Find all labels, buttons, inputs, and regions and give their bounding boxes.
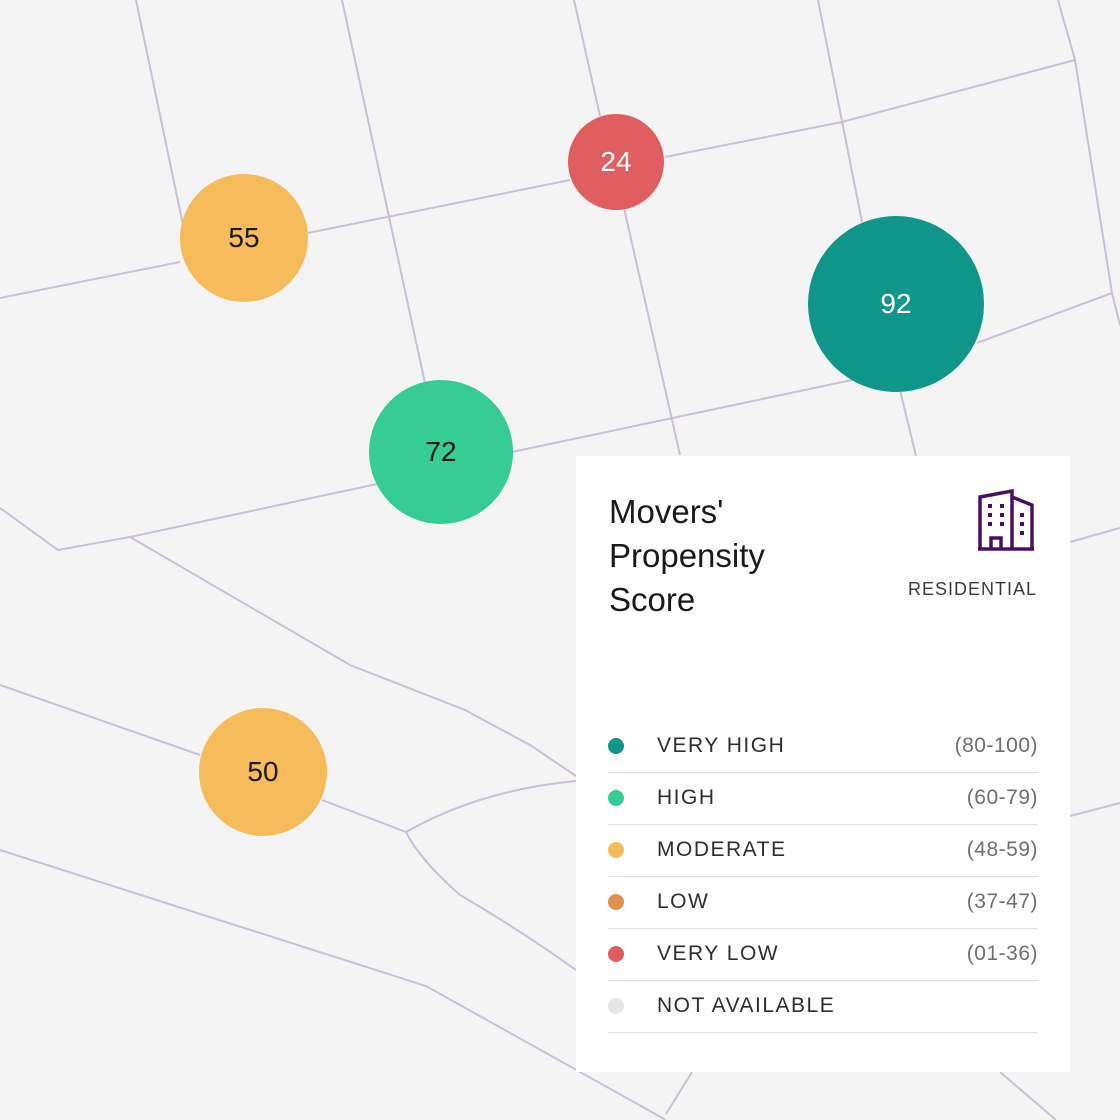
road	[999, 1071, 1057, 1120]
category-label: RESIDENTIAL	[907, 579, 1037, 599]
road	[899, 389, 917, 457]
legend-label: LOW	[657, 890, 710, 913]
legend-range: (37-47)	[966, 890, 1038, 913]
legend-label: HIGH	[657, 786, 716, 809]
road	[0, 261, 181, 299]
road	[0, 849, 667, 1120]
road	[1057, 0, 1120, 326]
legend-label: VERY LOW	[657, 942, 780, 965]
legend-item-moderate: MODERATE (48-59)	[608, 825, 1038, 877]
legend-dot	[608, 738, 624, 754]
score-marker[interactable]: 55	[180, 174, 308, 302]
road	[307, 179, 571, 234]
legend-range: (80-100)	[954, 734, 1038, 757]
legend-dot	[608, 894, 624, 910]
legend-dot	[608, 842, 624, 858]
road	[1069, 802, 1120, 817]
building-icon	[978, 489, 1034, 551]
road	[976, 292, 1113, 344]
score-marker[interactable]: 92	[808, 216, 984, 392]
marker-score: 50	[247, 756, 279, 787]
legend-dot	[608, 998, 624, 1014]
marker-score: 72	[425, 436, 457, 467]
road	[1069, 527, 1120, 543]
title-line: Score	[609, 581, 696, 618]
road	[0, 684, 201, 756]
score-marker[interactable]: 72	[369, 380, 513, 524]
score-marker[interactable]: 50	[199, 708, 327, 836]
road	[341, 0, 426, 384]
legend-range: (01-36)	[966, 942, 1038, 965]
road	[405, 831, 577, 971]
title-line: Propensity	[609, 537, 765, 574]
legend-item-high: HIGH (60-79)	[608, 773, 1038, 825]
road	[573, 0, 601, 117]
road	[664, 59, 1076, 158]
legend-item-very-low: VERY LOW (01-36)	[608, 929, 1038, 981]
panel-title: Movers' Propensity Score	[609, 490, 849, 622]
marker-score: 92	[880, 288, 912, 319]
marker-score: 55	[228, 222, 260, 253]
legend-item-not-available: NOT AVAILABLE	[608, 981, 1038, 1033]
road	[623, 207, 681, 456]
road	[817, 0, 863, 223]
road	[129, 536, 577, 777]
legend-dot	[608, 946, 624, 962]
road	[135, 0, 185, 231]
road	[0, 483, 378, 552]
legend-dot	[608, 790, 624, 806]
title-line: Movers'	[609, 493, 724, 530]
legend-list: VERY HIGH (80-100) HIGH (60-79) MODERATE…	[608, 721, 1038, 1033]
legend-range: (48-59)	[966, 838, 1038, 861]
road	[321, 780, 577, 834]
score-marker[interactable]: 24	[568, 114, 664, 210]
marker-score: 24	[600, 146, 632, 177]
legend-label: MODERATE	[657, 838, 787, 861]
legend-range: (60-79)	[966, 786, 1038, 809]
road	[665, 1071, 693, 1115]
legend-item-low: LOW (37-47)	[608, 877, 1038, 929]
legend-label: NOT AVAILABLE	[657, 994, 836, 1017]
legend-label: VERY HIGH	[657, 734, 786, 757]
legend-panel: Movers' Propensity Score RESIDENTIAL	[576, 456, 1070, 1072]
legend-item-very-high: VERY HIGH (80-100)	[608, 721, 1038, 773]
road	[511, 379, 853, 453]
